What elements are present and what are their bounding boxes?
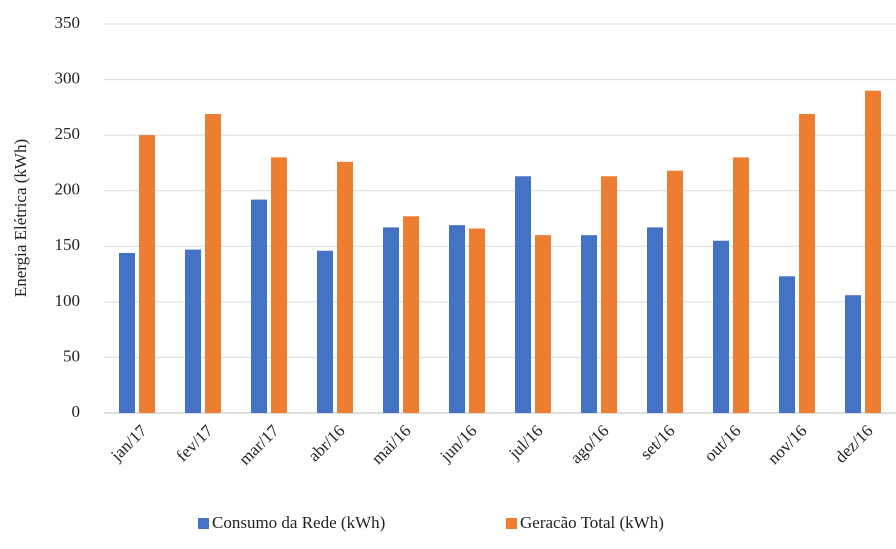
bar	[469, 228, 485, 413]
x-tick-label: nov/16	[764, 421, 811, 468]
y-tick-label: 50	[63, 346, 80, 365]
bar	[205, 114, 221, 414]
y-tick-label: 100	[55, 291, 81, 310]
bar	[139, 135, 155, 413]
bar	[713, 240, 729, 413]
bar	[845, 295, 861, 413]
bar	[317, 250, 333, 413]
x-tick-label: jul/16	[504, 421, 546, 463]
x-tick-label: mar/17	[235, 421, 283, 469]
y-tick-label: 150	[55, 235, 81, 254]
x-tick-label: jan/17	[106, 421, 151, 466]
bar	[383, 227, 399, 413]
bar	[581, 235, 597, 413]
bar	[337, 161, 353, 413]
y-tick-label: 350	[55, 13, 81, 32]
y-axis-label: Energia Elétrica (kWh)	[11, 139, 30, 297]
bar	[119, 252, 135, 413]
bar	[271, 157, 287, 413]
bar	[733, 157, 749, 413]
legend-swatch	[198, 518, 209, 529]
x-tick-label: abr/16	[304, 421, 348, 465]
bar	[185, 249, 201, 413]
x-tick-label: mai/16	[368, 421, 415, 468]
x-tick-label: ago/16	[566, 421, 612, 467]
bar	[535, 235, 551, 413]
x-tick-label: set/16	[636, 421, 678, 463]
x-tick-label: jun/16	[436, 421, 481, 466]
legend-label: Geracão Total (kWh)	[520, 513, 664, 532]
x-tick-label: dez/16	[831, 421, 876, 466]
y-tick-label: 200	[55, 180, 81, 199]
legend-label: Consumo da Rede (kWh)	[212, 513, 385, 532]
x-tick-label: out/16	[700, 421, 744, 465]
bar	[403, 216, 419, 413]
bar	[601, 176, 617, 413]
bar	[779, 276, 795, 413]
y-tick-label: 250	[55, 124, 81, 143]
legend-swatch	[506, 518, 517, 529]
y-tick-label: 300	[55, 68, 81, 87]
bar	[251, 199, 267, 413]
bar	[865, 90, 881, 413]
bar	[515, 176, 531, 413]
bar	[647, 227, 663, 413]
x-tick-label: fev/17	[172, 421, 216, 465]
bar	[799, 114, 815, 414]
bar	[667, 170, 683, 413]
bar	[449, 225, 465, 413]
y-tick-label: 0	[72, 402, 81, 421]
